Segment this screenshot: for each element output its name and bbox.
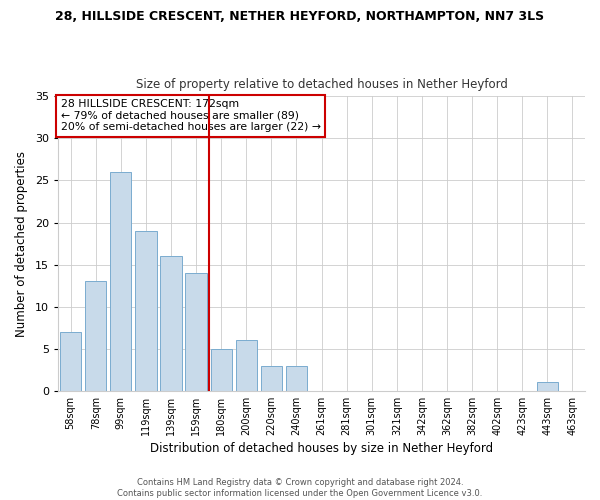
Bar [537, 382, 558, 391]
Text: 28, HILLSIDE CRESCENT, NETHER HEYFORD, NORTHAMPTON, NN7 3LS: 28, HILLSIDE CRESCENT, NETHER HEYFORD, N… [55, 10, 545, 23]
Bar [236, 340, 257, 391]
Title: Size of property relative to detached houses in Nether Heyford: Size of property relative to detached ho… [136, 78, 508, 91]
X-axis label: Distribution of detached houses by size in Nether Heyford: Distribution of detached houses by size … [150, 442, 493, 455]
Bar [85, 282, 106, 391]
Bar [261, 366, 282, 391]
Bar [110, 172, 131, 391]
Text: 28 HILLSIDE CRESCENT: 172sqm
← 79% of detached houses are smaller (89)
20% of se: 28 HILLSIDE CRESCENT: 172sqm ← 79% of de… [61, 100, 321, 132]
Y-axis label: Number of detached properties: Number of detached properties [15, 150, 28, 336]
Bar [286, 366, 307, 391]
Text: Contains HM Land Registry data © Crown copyright and database right 2024.
Contai: Contains HM Land Registry data © Crown c… [118, 478, 482, 498]
Bar [185, 273, 207, 391]
Bar [135, 231, 157, 391]
Bar [211, 349, 232, 391]
Bar [160, 256, 182, 391]
Bar [60, 332, 82, 391]
